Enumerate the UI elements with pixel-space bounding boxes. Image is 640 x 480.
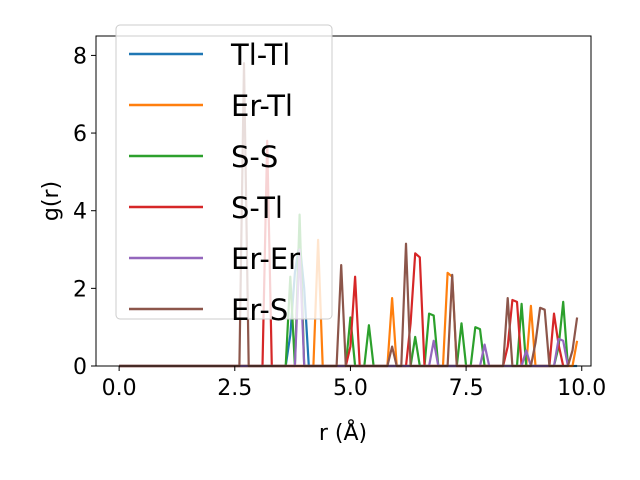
legend: Tl-Tl Er-Tl S-S S-Tl Er-Er Er-S xyxy=(115,24,333,327)
legend-label-er-er: Er-Er xyxy=(231,242,300,276)
y-tick-label: 0 xyxy=(73,355,87,380)
legend-label-s-tl: S-Tl xyxy=(231,191,283,225)
x-axis-label: r (Å) xyxy=(319,419,367,446)
legend-label-s-s: S-S xyxy=(231,140,278,174)
y-tick-label: 8 xyxy=(73,44,87,69)
legend-label-er-tl: Er-Tl xyxy=(231,89,293,123)
y-axis: 0 2 4 6 8 xyxy=(73,44,96,380)
y-tick-label: 6 xyxy=(73,122,87,147)
x-tick-label: 5.0 xyxy=(333,376,368,401)
y-axis-label: g(r) xyxy=(39,181,64,221)
y-tick-label: 2 xyxy=(73,277,87,302)
x-axis: 0.0 2.5 5.0 7.5 10.0 xyxy=(102,366,606,401)
x-tick-label: 2.5 xyxy=(217,376,252,401)
legend-label-tl-tl: Tl-Tl xyxy=(230,38,290,72)
x-tick-label: 10.0 xyxy=(557,376,606,401)
plot-frame xyxy=(95,35,592,367)
series-line-er-er xyxy=(119,248,569,368)
x-tick-label: 0.0 xyxy=(102,376,137,401)
x-tick-label: 7.5 xyxy=(449,376,484,401)
legend-frame xyxy=(115,24,333,320)
y-tick-label: 4 xyxy=(73,200,87,225)
legend-label-er-s: Er-S xyxy=(231,293,288,327)
